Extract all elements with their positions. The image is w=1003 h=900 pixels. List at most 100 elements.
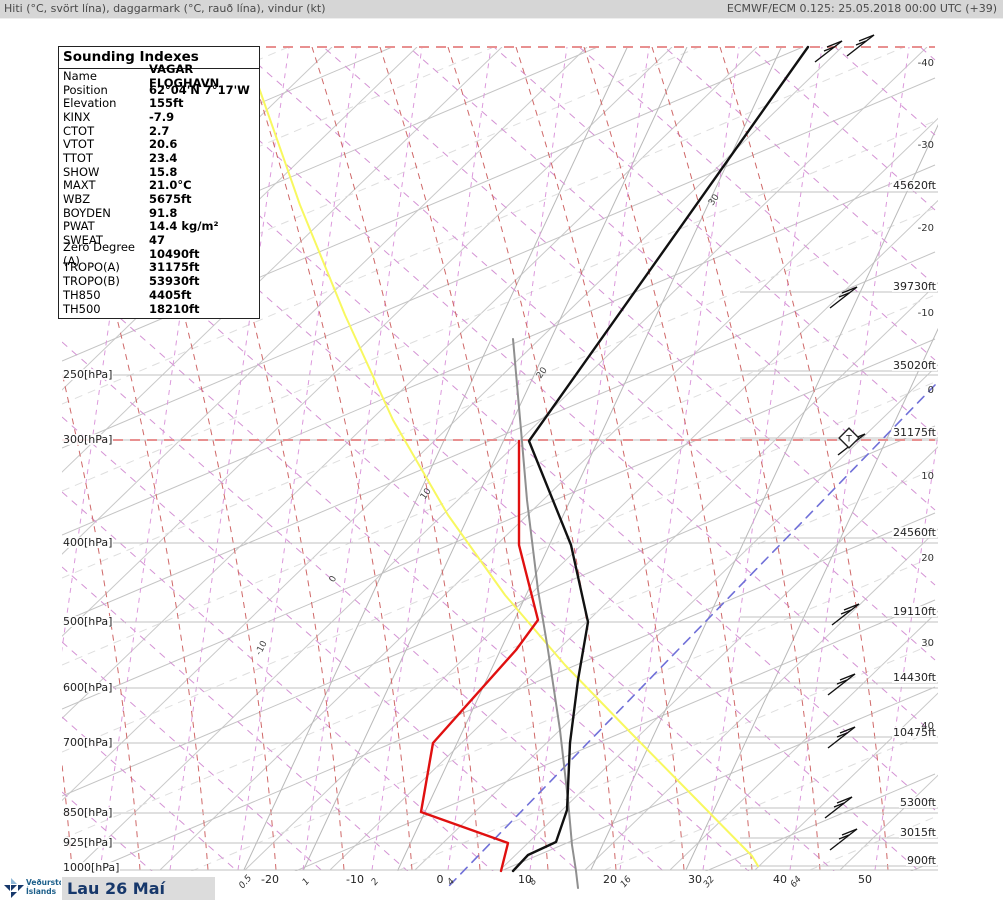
- index-label: KINX: [63, 109, 91, 124]
- wind-barb-icon: [831, 603, 860, 626]
- temp-label-bottom: 10: [518, 873, 532, 886]
- index-label: BOYDEN: [63, 205, 111, 220]
- index-row: TH500 18210ft: [59, 302, 259, 316]
- index-value: 4405ft: [149, 287, 192, 302]
- pressure-label: 925[hPa]: [62, 836, 114, 849]
- index-row: VTOT 20.6: [59, 137, 259, 151]
- index-value: 5675ft: [149, 192, 192, 207]
- wind-barb-icon: [829, 828, 858, 851]
- tropopause-marker: T: [838, 427, 860, 449]
- altitude-label: 5300ft: [899, 796, 937, 809]
- index-value: 2.7: [149, 123, 170, 138]
- pressure-label: 400[hPa]: [62, 536, 114, 549]
- chart-legend-text: Hiti (°C, svört lína), daggarmark (°C, r…: [4, 2, 326, 15]
- pressure-label: 250[hPa]: [62, 368, 114, 381]
- sounding-indexes-panel: Sounding Indexes Name VAGAR FLOGHAVN Posit…: [58, 46, 260, 320]
- index-value: 23.4: [149, 150, 178, 165]
- index-value: 47: [149, 233, 166, 248]
- index-value: VAGAR FLOGHAVN: [149, 61, 220, 90]
- temp-label-right: -30: [917, 140, 934, 151]
- index-row: WBZ 5675ft: [59, 192, 259, 206]
- altitude-label: 3015ft: [899, 826, 937, 839]
- temp-label-bottom: -10: [346, 873, 364, 886]
- pressure-label: 850[hPa]: [62, 806, 114, 819]
- altitude-label: 35020ft: [892, 359, 937, 372]
- altitude-label: 39730ft: [892, 280, 937, 293]
- temp-label-bottom: 20: [603, 873, 617, 886]
- index-label: TROPO(A): [63, 260, 120, 275]
- index-label: WBZ: [63, 192, 91, 207]
- index-label: PWAT: [63, 219, 95, 234]
- index-value: 15.8: [149, 164, 178, 179]
- index-label: CTOT: [63, 123, 95, 138]
- index-row: BOYDEN 91.8: [59, 206, 259, 220]
- index-value: 53930ft: [149, 274, 200, 289]
- index-label: Zero Degree (A): [63, 239, 135, 268]
- pressure-label: 300[hPa]: [62, 433, 114, 446]
- altitude-label: 24560ft: [892, 526, 937, 539]
- altitude-label: 31175ft: [892, 426, 937, 439]
- pressure-label: 500[hPa]: [62, 615, 114, 628]
- altitude-label: 14430ft: [892, 671, 937, 684]
- wind-barb-icon: [846, 34, 875, 57]
- temp-label-bottom: 40: [773, 873, 787, 886]
- index-value: 18210ft: [149, 301, 200, 316]
- temp-label-right: -20: [917, 223, 934, 234]
- index-value: 155ft: [149, 96, 184, 111]
- index-value: 31175ft: [149, 260, 200, 275]
- model-run-text: ECMWF/ECM 0.125: 25.05.2018 00:00 UTC (+…: [726, 2, 997, 15]
- wind-barb-icon: [814, 40, 843, 63]
- wind-barb-icon: [829, 286, 858, 309]
- index-label: Elevation: [63, 96, 117, 111]
- index-row: SHOW 15.8: [59, 165, 259, 179]
- index-row: Position 62°04'N 7°17'W: [59, 83, 259, 97]
- index-label: TROPO(B): [63, 274, 120, 289]
- index-row: Name VAGAR FLOGHAVN: [59, 62, 259, 90]
- logo-text-2: Íslands: [26, 887, 57, 896]
- temp-label-bottom: 50: [858, 873, 872, 886]
- temp-label-right: -40: [917, 58, 934, 69]
- valid-time-label: Lau 26 Maí 15:00: [62, 877, 215, 900]
- index-label: Name: [63, 68, 97, 83]
- temp-label-right: 20: [921, 553, 934, 564]
- index-row: TROPO(A) 31175ft: [59, 260, 259, 275]
- temp-label-right: -10: [917, 308, 934, 319]
- index-label: Position: [63, 82, 108, 97]
- pressure-label: 600[hPa]: [62, 681, 114, 694]
- index-label: VTOT: [63, 137, 94, 152]
- index-row: Elevation 155ft: [59, 96, 259, 110]
- index-value: 14.4 kg/m²: [149, 219, 219, 234]
- index-label: SWEAT: [63, 233, 103, 248]
- index-row: TTOT 23.4: [59, 151, 259, 165]
- index-value: -7.9: [149, 109, 175, 124]
- wind-barb-icon: [827, 673, 856, 696]
- index-row: TH850 4405ft: [59, 288, 259, 302]
- temp-label-bottom: 0: [436, 873, 444, 886]
- pressure-label: 700[hPa]: [62, 736, 114, 749]
- index-row: PWAT 14.4 kg/m²: [59, 219, 259, 234]
- index-value: 10490ft: [149, 246, 200, 261]
- index-label: MAXT: [63, 178, 96, 193]
- temp-label-bottom: 30: [688, 873, 702, 886]
- index-label: SHOW: [63, 164, 100, 179]
- altitude-label: 10475ft: [892, 726, 937, 739]
- logo-text-1: Veðurstofa: [26, 878, 61, 887]
- altitude-label: 19110ft: [892, 605, 937, 618]
- sounding-indexes-rows: Name VAGAR FLOGHAVN Position 62°04'N 7°17'W…: [59, 62, 259, 316]
- index-row: MAXT 21.0°C: [59, 178, 259, 193]
- temp-label-right: 0: [927, 385, 934, 396]
- top-status-bar: Hiti (°C, svört lína), daggarmark (°C, r…: [0, 0, 1003, 19]
- altitude-label: 45620ft: [892, 179, 937, 192]
- index-row: TROPO(B) 53930ft: [59, 274, 259, 288]
- index-row: Zero Degree (A) 10490ft: [59, 240, 259, 268]
- index-value: 62°04'N 7°17'W: [149, 82, 250, 97]
- temp-label-right: 10: [921, 471, 934, 482]
- index-label: TH500: [63, 301, 101, 316]
- index-value: 91.8: [149, 205, 178, 220]
- temp-label-bottom: -20: [261, 873, 279, 886]
- vedurstofa-logo: Veðurstofa Íslands: [3, 876, 72, 900]
- altitude-label: 900ft: [906, 854, 937, 867]
- index-value: 20.6: [149, 137, 178, 152]
- temp-label-right: 30: [921, 638, 934, 649]
- index-row: SWEAT 47: [59, 233, 259, 247]
